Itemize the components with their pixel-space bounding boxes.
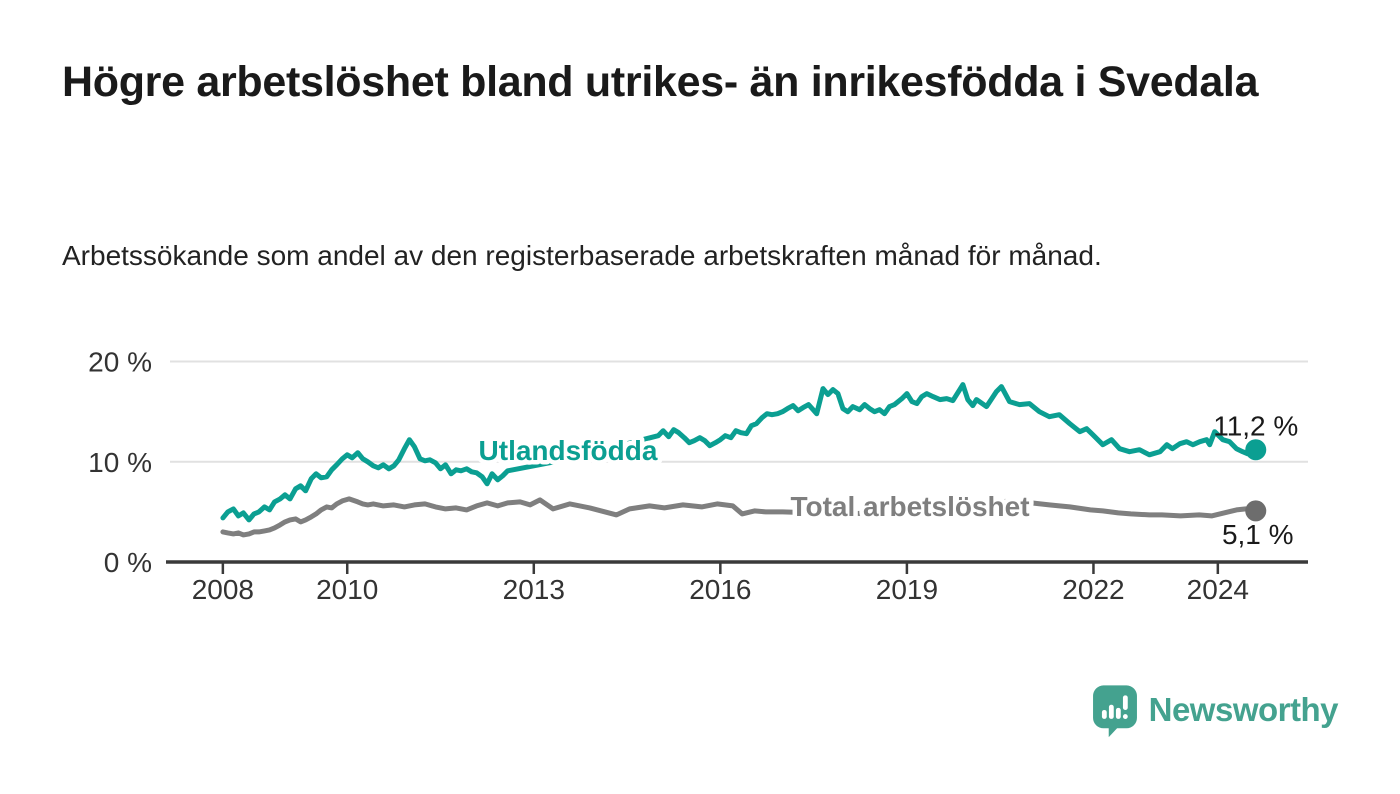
series-line-utlandsfodda: [220, 382, 1259, 523]
series-label-total: Total arbetslöshet: [790, 491, 1029, 522]
y-axis-tick-label: 20 %: [88, 347, 152, 378]
x-axis-tick-label: 2019: [876, 574, 938, 605]
speech-bubble-bar-chart-icon: [1092, 685, 1137, 737]
end-value-label-utlandsfodda: 11,2 %: [1213, 411, 1298, 442]
x-axis-tick-label: 2022: [1062, 574, 1124, 605]
x-axis-tick-label: 2024: [1187, 574, 1249, 605]
page-title: Högre arbetslöshet bland utrikes- än inr…: [62, 58, 1259, 106]
x-axis-tick-label: 2013: [503, 574, 565, 605]
end-dot-utlandsfodda: [1245, 439, 1267, 461]
x-axis-tick-label: 2008: [192, 574, 254, 605]
newsworthy-wordmark: Newsworthy: [1148, 691, 1339, 728]
chart-subtitle: Arbetssökande som andel av den registerb…: [62, 240, 1102, 271]
end-value-label-total: 5,1 %: [1222, 519, 1294, 550]
x-axis-tick-label: 2010: [316, 574, 378, 605]
series-label-utlandsfodda: Utlandsfödda: [479, 435, 658, 466]
series-line-total: [220, 496, 1259, 538]
x-axis-tick-label: 2016: [689, 574, 751, 605]
y-axis-tick-label: 0 %: [104, 547, 152, 578]
end-dot-total: [1245, 500, 1267, 522]
y-axis-tick-label: 10 %: [88, 447, 152, 478]
newsworthy-logo: Newsworthy: [1092, 684, 1339, 737]
